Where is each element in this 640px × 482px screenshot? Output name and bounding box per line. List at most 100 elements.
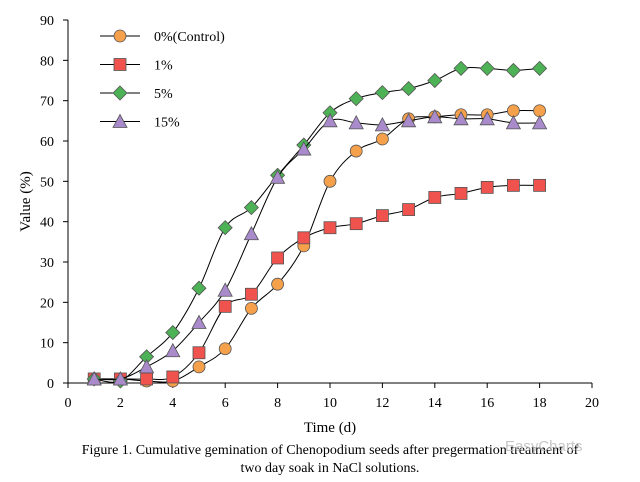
- legend-marker: [113, 29, 127, 43]
- data-point: [217, 220, 233, 236]
- data-point: [112, 371, 129, 386]
- data-point: [192, 360, 206, 374]
- x-tick-label: 8: [274, 396, 281, 411]
- data-point: [374, 117, 391, 132]
- legend-marker: [112, 113, 128, 128]
- data-point: [297, 231, 311, 245]
- data-point: [140, 372, 154, 386]
- y-tick-label: 10: [40, 337, 54, 352]
- data-point: [505, 115, 522, 130]
- data-point: [374, 85, 390, 101]
- axes: 0 10 20 30 40 50 60 70 80 90 0 2 4 6 8 10 12 14 16 18 20 Time…: [18, 14, 599, 436]
- data-point: [243, 225, 260, 241]
- series-layer: [86, 60, 548, 389]
- y-tick-label: 0: [47, 377, 54, 392]
- data-point: [191, 314, 207, 329]
- data-point: [375, 132, 389, 146]
- data-point: [86, 371, 102, 386]
- caption-line2: two day soak in NaCl solutions.: [240, 461, 420, 476]
- series-2: [86, 60, 548, 389]
- y-tick-label: 80: [40, 54, 54, 69]
- data-point: [533, 178, 546, 192]
- data-point: [165, 325, 181, 341]
- data-point: [505, 62, 521, 78]
- data-point: [479, 110, 495, 126]
- data-point: [349, 217, 363, 231]
- data-point: [507, 104, 520, 118]
- data-point: [506, 178, 520, 192]
- caption-line1-end: ation treatment of: [478, 443, 579, 458]
- x-tick-label: 0: [65, 396, 72, 411]
- y-tick-label: 70: [40, 95, 54, 110]
- data-point: [243, 199, 259, 216]
- data-point: [453, 110, 469, 126]
- x-tick-label: 2: [117, 396, 124, 411]
- legend-marker: [112, 85, 128, 101]
- data-point: [218, 342, 232, 356]
- data-point: [348, 115, 364, 130]
- y-tick-label: 30: [40, 256, 54, 271]
- data-point: [427, 108, 443, 124]
- data-point: [454, 187, 468, 200]
- y-tick-label: 90: [40, 14, 54, 29]
- data-point: [296, 141, 312, 156]
- series-1: [87, 178, 546, 386]
- data-point: [244, 301, 258, 315]
- data-point: [244, 287, 258, 301]
- series-line: [94, 109, 540, 383]
- data-point: [479, 60, 495, 76]
- data-point: [348, 91, 364, 107]
- figure-caption: Figure 1. Cumulative gemination of Cheno…: [40, 442, 620, 478]
- germination-chart: 0 10 20 30 40 50 60 70 80 90 0 2 4 6 8 10 12 14 16 18 20 Time…: [18, 14, 599, 436]
- series-3: [86, 108, 548, 386]
- data-point: [165, 342, 181, 358]
- data-point: [531, 115, 548, 130]
- data-point: [271, 277, 285, 291]
- data-point: [166, 370, 180, 384]
- data-point: [349, 144, 363, 158]
- x-tick-label: 6: [222, 396, 229, 411]
- y-axis-title: Value (%): [18, 171, 34, 231]
- x-tick-label: 12: [375, 396, 389, 411]
- data-point: [322, 112, 338, 128]
- x-axis-title: Time (d): [304, 420, 356, 436]
- legend-marker: [113, 58, 127, 71]
- watermark: EasyCharts: [505, 438, 583, 455]
- legend: 0%(Control) 1% 5% 15%: [100, 29, 225, 131]
- legend-label: 5%: [154, 87, 173, 102]
- x-tick-label: 10: [323, 396, 337, 411]
- data-point: [323, 221, 337, 235]
- data-point: [269, 169, 286, 184]
- data-point: [428, 191, 442, 204]
- data-point: [271, 251, 285, 265]
- x-tick-label: 20: [585, 396, 599, 411]
- data-point: [192, 346, 206, 360]
- series-line: [94, 116, 540, 381]
- data-point: [402, 203, 416, 216]
- legend-label: 0%(Control): [154, 30, 225, 45]
- data-point: [217, 282, 233, 297]
- data-point: [218, 299, 232, 313]
- y-tick-label: 50: [40, 175, 54, 190]
- data-point: [375, 209, 389, 223]
- data-point: [480, 180, 494, 194]
- data-point: [533, 104, 546, 118]
- data-point: [532, 60, 548, 76]
- x-tick-label: 14: [428, 396, 442, 411]
- y-tick-label: 60: [40, 135, 54, 150]
- data-point: [191, 280, 207, 296]
- data-point: [427, 72, 443, 89]
- data-point: [138, 359, 155, 374]
- data-point: [323, 174, 337, 188]
- x-tick-label: 16: [480, 396, 494, 411]
- x-tick-label: 4: [169, 396, 176, 411]
- y-tick-label: 20: [40, 296, 54, 311]
- data-point: [401, 81, 417, 97]
- legend-label: 15%: [154, 116, 180, 131]
- data-point: [453, 60, 469, 76]
- legend-label: 1%: [154, 59, 173, 74]
- y-tick-label: 40: [40, 216, 54, 231]
- caption-line1-start: Figure 1. Cumulative gemination of Cheno…: [81, 443, 479, 458]
- x-tick-label: 18: [533, 396, 547, 411]
- data-point: [400, 112, 417, 128]
